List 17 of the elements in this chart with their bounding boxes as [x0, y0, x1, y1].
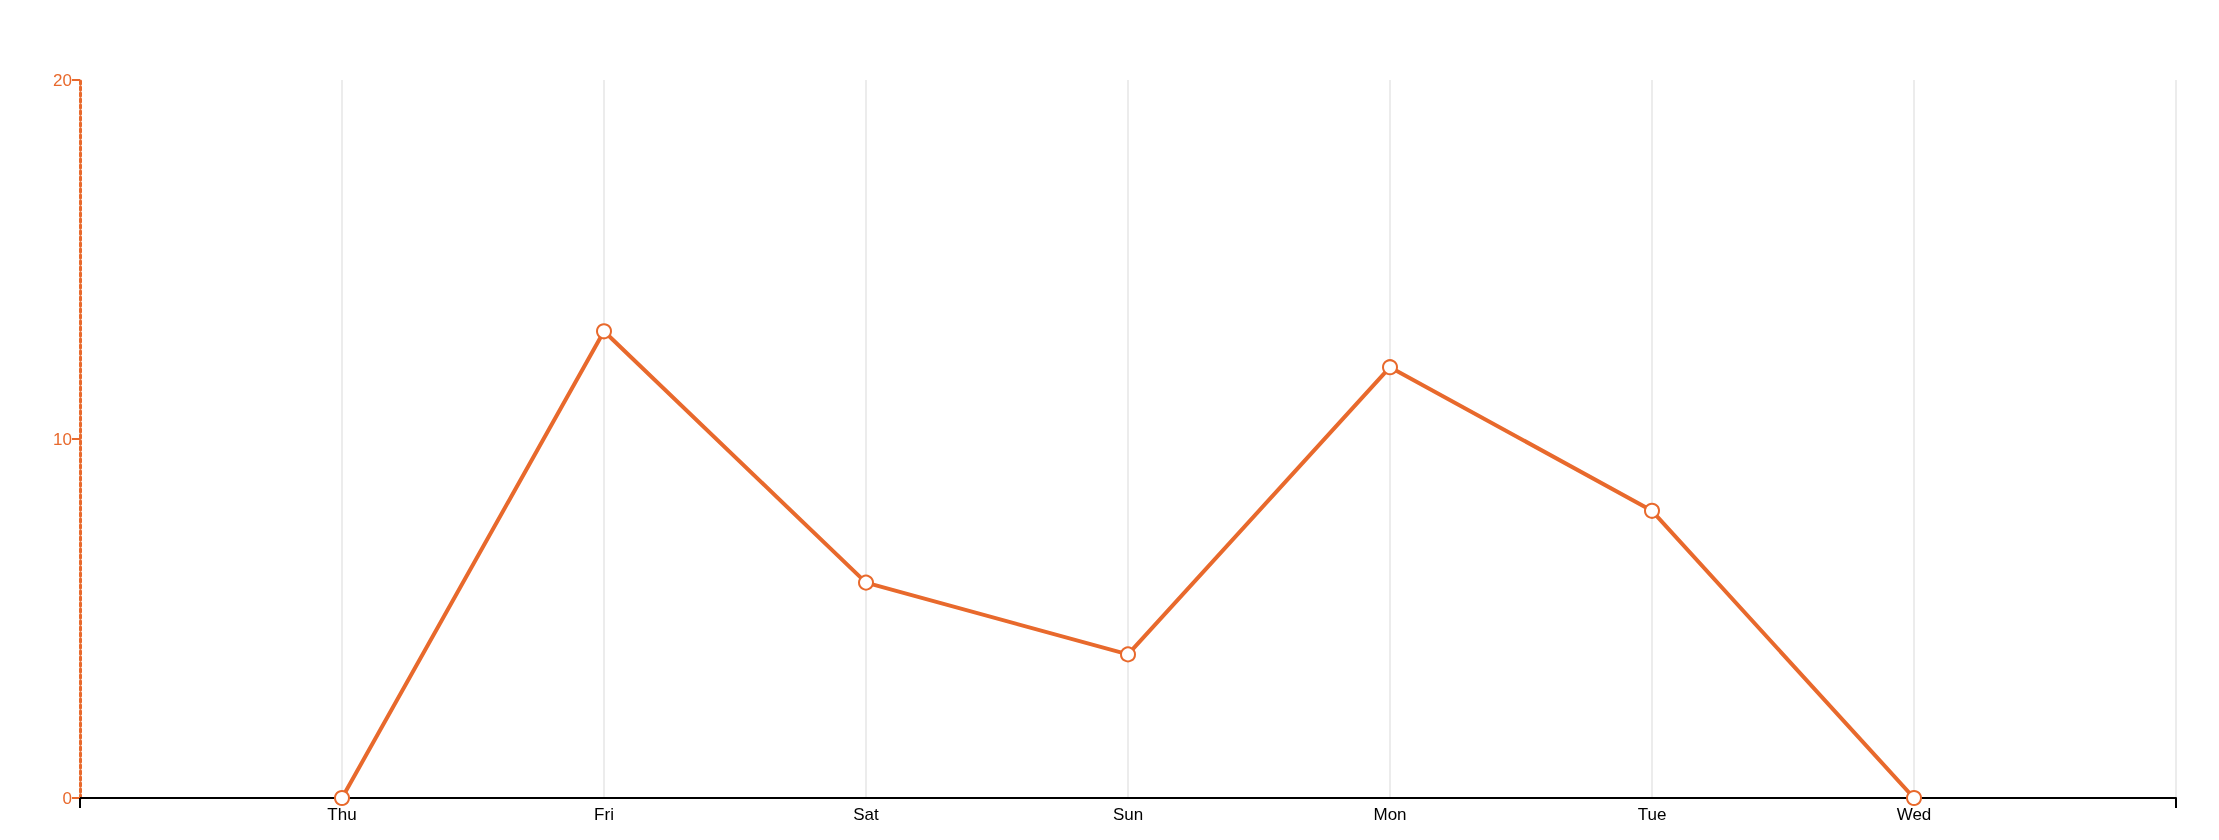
x-tick-label: Mon [1373, 805, 1407, 824]
point [596, 323, 612, 340]
y-tick-label: 10 [53, 429, 72, 449]
point [334, 790, 350, 806]
point [1382, 359, 1398, 376]
x-tick-label: Fri [594, 805, 614, 824]
x-tick-label: Sun [1112, 805, 1144, 824]
x-tick-label: Sat [853, 805, 880, 824]
x-tick-label: Thu [327, 805, 357, 824]
point [1644, 502, 1660, 519]
x-tick-label: Wed [1896, 805, 1932, 824]
point [1120, 646, 1136, 663]
y-tick-label: 20 [53, 70, 72, 90]
y-tick-label: 0 [62, 788, 72, 808]
x-tick-label: Tue [1637, 805, 1667, 824]
point [858, 574, 874, 591]
point [1906, 790, 1922, 806]
